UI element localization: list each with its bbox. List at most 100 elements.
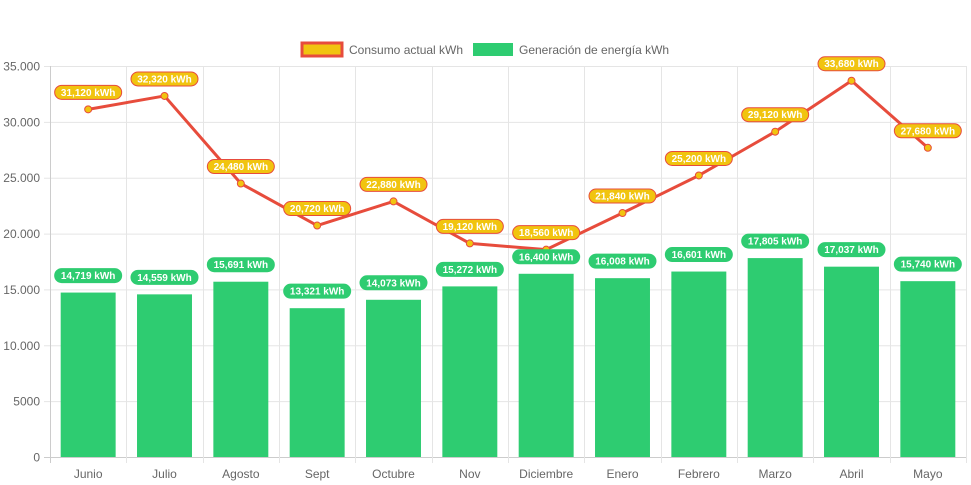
consumption-data-label-text: 20,720 kWh <box>290 204 344 215</box>
consumption-data-label: 29,120 kWh <box>741 107 810 123</box>
consumption-data-label-text: 21,840 kWh <box>595 192 649 203</box>
consumption-data-label: 33,680 kWh <box>817 56 886 72</box>
x-tick-label: Agosto <box>222 467 260 481</box>
y-tick-label: 30.000 <box>3 115 40 129</box>
generation-data-labels: 14,719 kWh 14,559 kWh 15,691 kWh 13,321 kWh… <box>54 233 962 299</box>
x-tick-label: Nov <box>459 467 480 481</box>
consumption-point <box>847 76 856 85</box>
x-tick-label: Enero <box>606 467 638 481</box>
generation-data-label: 16,601 kWh <box>664 247 733 263</box>
generation-data-label-text: 14,073 kWh <box>366 278 420 289</box>
consumption-point <box>923 143 932 152</box>
y-tick-label: 5000 <box>13 395 40 409</box>
generation-data-label-bg <box>512 249 581 265</box>
generation-data-label-text: 14,719 kWh <box>61 271 115 282</box>
generation-data-label-bg <box>893 256 962 272</box>
generation-data-label-bg <box>130 269 199 285</box>
consumption-data-labels: 31,120 kWh 32,320 kWh 24,480 kWh 20,720 kWh… <box>54 56 962 241</box>
x-tick-label: Sept <box>305 467 330 481</box>
generation-data-label-text: 15,691 kWh <box>214 260 268 271</box>
consumption-point <box>236 179 245 188</box>
consumption-data-label-text: 29,120 kWh <box>748 110 802 121</box>
generation-bar <box>137 294 192 457</box>
generation-data-label: 14,559 kWh <box>130 269 199 285</box>
consumption-data-label-bg <box>206 159 275 175</box>
generation-bars <box>60 258 956 457</box>
generation-bar <box>213 281 269 457</box>
consumption-data-label: 19,120 kWh <box>435 218 504 234</box>
legend-item-generation[interactable]: Generación de energía kWh <box>473 43 669 57</box>
generation-data-label-bg <box>664 247 733 263</box>
generation-data-label: 13,321 kWh <box>283 283 352 299</box>
y-tick-label: 20.000 <box>3 227 40 241</box>
consumption-point <box>694 171 703 180</box>
x-tick-label: Mayo <box>913 467 943 481</box>
consumption-point <box>160 91 169 100</box>
y-tick-label: 25.000 <box>3 171 40 185</box>
generation-data-label: 17,805 kWh <box>741 233 810 249</box>
x-tick-label: Diciembre <box>519 467 573 481</box>
consumption-point <box>771 127 780 136</box>
generation-data-label-text: 13,321 kWh <box>290 287 344 298</box>
generation-data-label-bg <box>817 242 886 258</box>
consumption-data-label-text: 18,560 kWh <box>519 228 573 239</box>
consumption-data-label: 25,200 kWh <box>664 150 733 166</box>
generation-bar <box>518 273 574 457</box>
consumption-data-label: 22,880 kWh <box>359 176 428 192</box>
grid <box>44 66 967 463</box>
consumption-data-label: 20,720 kWh <box>283 201 352 217</box>
consumption-point <box>618 209 627 218</box>
consumption-data-label-text: 27,680 kWh <box>901 126 955 137</box>
consumption-data-label: 24,480 kWh <box>206 159 275 175</box>
consumption-data-label-text: 31,120 kWh <box>61 88 115 99</box>
consumption-data-label-bg <box>512 225 581 241</box>
x-tick-label: Febrero <box>678 467 720 481</box>
generation-bar <box>900 281 956 457</box>
generation-bar <box>366 299 421 457</box>
consumption-data-label: 18,560 kWh <box>512 225 581 241</box>
consumption-data-label-bg <box>283 201 352 217</box>
generation-bar <box>671 271 727 457</box>
generation-data-label-bg <box>588 253 657 269</box>
consumption-point <box>84 105 93 114</box>
generation-bar <box>289 308 345 457</box>
generation-data-label-bg <box>359 275 428 291</box>
consumption-point <box>389 197 398 206</box>
generation-data-label-text: 16,400 kWh <box>519 252 573 263</box>
consumption-data-label-bg <box>817 56 886 72</box>
generation-data-label-text: 14,559 kWh <box>137 273 191 284</box>
x-tick-label: Abril <box>839 467 863 481</box>
generation-data-label: 14,073 kWh <box>359 275 428 291</box>
legend: Consumo actual kWh Generación de energía… <box>300 41 669 58</box>
consumption-data-label: 32,320 kWh <box>130 71 199 87</box>
generation-data-label-text: 16,601 kWh <box>672 250 726 261</box>
y-tick-label: 15.000 <box>3 283 40 297</box>
legend-item-consumption[interactable]: Consumo actual kWh <box>300 41 463 58</box>
generation-data-label-text: 16,008 kWh <box>595 257 649 268</box>
generation-bar <box>747 258 803 457</box>
generation-data-label: 17,037 kWh <box>817 242 886 258</box>
consumption-data-label-text: 24,480 kWh <box>214 162 268 173</box>
generation-data-label-bg <box>435 261 504 277</box>
consumption-data-label-text: 32,320 kWh <box>137 74 191 85</box>
x-tick-label: Marzo <box>758 467 792 481</box>
consumption-data-label: 21,840 kWh <box>588 188 657 204</box>
x-tick-label: Octubre <box>372 467 415 481</box>
generation-bar <box>595 278 650 457</box>
y-tick-label: 0 <box>33 451 40 465</box>
generation-bar <box>442 286 498 457</box>
generation-data-label-text: 15,740 kWh <box>901 260 955 271</box>
generation-bar <box>60 292 116 457</box>
generation-data-label-bg <box>283 283 352 299</box>
generation-data-label-text: 17,805 kWh <box>748 237 802 248</box>
legend-swatch-consumption <box>300 41 344 58</box>
legend-swatch-generation <box>473 43 513 56</box>
y-axis: 0 5000 10.000 15.000 20.000 25.000 30.000 35.00… <box>3 60 40 465</box>
consumption-data-label: 27,680 kWh <box>893 123 962 139</box>
consumption-data-label-bg <box>54 84 123 100</box>
consumption-data-label: 31,120 kWh <box>54 84 123 100</box>
consumption-data-label-text: 19,120 kWh <box>443 222 497 233</box>
consumption-point <box>313 221 322 230</box>
consumption-point <box>465 239 474 248</box>
y-tick-label: 10.000 <box>3 339 40 353</box>
